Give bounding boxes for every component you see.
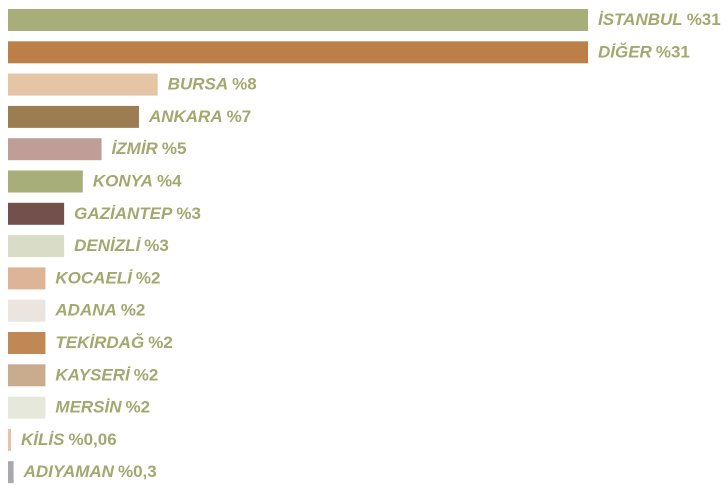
bar-label: İZMİR %5 — [112, 140, 187, 159]
value-label: %2 — [148, 333, 173, 352]
bar-label: ADIYAMAN %0,3 — [23, 463, 157, 482]
bar — [8, 73, 158, 96]
bar-label: ANKARA %7 — [148, 107, 251, 126]
bar — [8, 461, 14, 484]
category-label: ADIYAMAN — [23, 463, 115, 482]
bar — [8, 105, 139, 128]
value-label: %4 — [157, 172, 182, 191]
category-label: BURSA — [168, 75, 228, 94]
category-label: GAZİANTEP — [74, 204, 173, 223]
bar-label: BURSA %8 — [168, 75, 257, 94]
category-label: KOCAELİ — [55, 269, 133, 288]
category-label: KONYA — [93, 172, 153, 191]
bar-label: DİĞER %31 — [598, 43, 690, 62]
bar — [8, 9, 588, 31]
category-label: KİLİS — [21, 430, 65, 449]
category-label: İSTANBUL — [598, 10, 683, 29]
value-label: %2 — [136, 269, 161, 288]
bar-label: KİLİS %0,06 — [21, 430, 117, 449]
value-label: %2 — [121, 301, 146, 320]
bar — [8, 267, 46, 290]
bar-label: İSTANBUL %31 — [598, 10, 721, 29]
bar — [8, 235, 65, 258]
value-label: %31 — [656, 43, 690, 62]
value-label: %2 — [126, 398, 151, 417]
value-label: %3 — [176, 204, 201, 223]
bar — [8, 428, 11, 451]
bar — [8, 138, 102, 161]
value-label: %0,06 — [68, 430, 116, 449]
category-label: ANKARA — [148, 107, 223, 126]
bar-label: TEKİRDAĞ %2 — [55, 333, 172, 352]
bar-label: GAZİANTEP %3 — [74, 204, 201, 223]
bar-label: MERSİN %2 — [55, 398, 150, 417]
bar — [8, 170, 83, 193]
bar-label: ADANA %2 — [54, 301, 145, 320]
category-label: TEKİRDAĞ — [55, 333, 144, 352]
bar — [8, 299, 46, 322]
value-label: %8 — [232, 75, 257, 94]
value-label: %3 — [144, 237, 169, 256]
value-label: %0,3 — [118, 463, 157, 482]
value-label: %5 — [162, 140, 187, 159]
category-label: DİĞER — [598, 43, 653, 62]
value-label: %31 — [687, 10, 721, 29]
category-label: MERSİN — [55, 398, 122, 417]
bar-label: KAYSERİ %2 — [55, 366, 158, 385]
bar-label: KOCAELİ %2 — [55, 269, 160, 288]
category-label: DENİZLİ — [74, 237, 141, 256]
bar-label: DENİZLİ %3 — [74, 237, 169, 256]
category-label: ADANA — [54, 301, 116, 320]
category-label: KAYSERİ — [55, 366, 131, 385]
value-label: %2 — [134, 366, 159, 385]
bar — [8, 202, 65, 225]
bar-label: KONYA %4 — [93, 172, 182, 191]
value-label: %7 — [227, 107, 252, 126]
bar — [8, 332, 46, 354]
bar — [8, 41, 588, 64]
bar — [8, 396, 46, 419]
category-label: İZMİR — [112, 140, 159, 159]
bar — [8, 364, 46, 387]
